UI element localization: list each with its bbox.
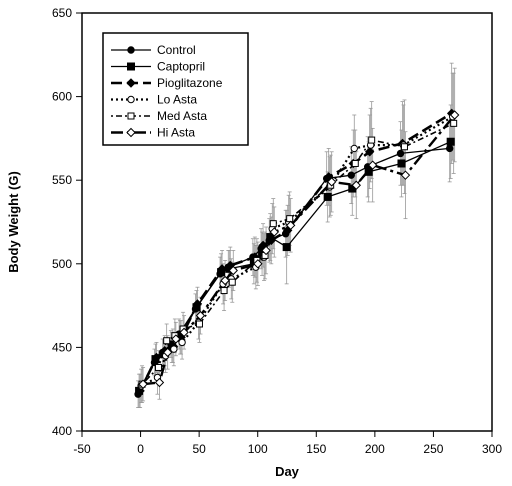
data-point [269, 220, 277, 228]
y-tick-label: 600 [52, 90, 72, 104]
legend-marker [127, 62, 135, 71]
y-tick-label: 450 [52, 340, 72, 354]
legend-marker [126, 127, 136, 138]
x-tick-label: 200 [365, 442, 385, 456]
data-point [351, 159, 359, 167]
data-point [285, 220, 296, 231]
data-point [446, 137, 455, 146]
data-point [217, 264, 227, 274]
data-point [450, 119, 458, 127]
data-point [400, 170, 411, 180]
legend-label: Lo Asta [157, 93, 197, 107]
data-point [449, 110, 460, 120]
data-point [151, 352, 162, 363]
y-tick-label: 400 [52, 424, 72, 438]
x-tick-label: 0 [137, 442, 144, 456]
data-point [367, 160, 378, 170]
data-point [171, 334, 181, 344]
series-line [141, 122, 455, 385]
y-tick-label: 650 [52, 6, 72, 20]
data-point [195, 320, 203, 328]
plot-area-frame [81, 12, 493, 432]
data-point [286, 215, 294, 223]
legend-marker [127, 112, 135, 120]
data-point [195, 310, 206, 321]
legend-label: Pioglitazone [157, 76, 223, 90]
y-tick-label: 550 [52, 173, 72, 187]
y-tick-label: 500 [52, 257, 72, 271]
data-point [178, 338, 186, 347]
x-axis: -50 0 50 100 150 200 250 300 [73, 431, 502, 456]
x-tick-label: 50 [192, 442, 206, 456]
y-axis-title: Body Weight (G) [6, 171, 21, 273]
data-point [162, 347, 173, 358]
data-point [170, 345, 178, 353]
x-tick-label: -50 [73, 442, 91, 456]
series-line [138, 112, 453, 392]
data-point [163, 337, 171, 345]
data-point [228, 265, 238, 276]
data-point [192, 299, 203, 309]
data-point [368, 136, 376, 144]
series-line [142, 114, 456, 386]
series-line [140, 115, 454, 387]
x-axis-title: Day [275, 464, 300, 479]
legend-box [102, 32, 249, 146]
data-point [261, 245, 271, 256]
data-point [396, 149, 405, 158]
data-point [269, 227, 279, 237]
data-point [350, 144, 358, 153]
legend-label: Captopril [157, 60, 205, 74]
legend-label: Hi Asta [157, 126, 195, 140]
legend-label: Med Asta [157, 109, 207, 123]
data-point [397, 159, 406, 168]
y-axis: 400 450 500 550 600 650 [52, 6, 82, 438]
data-point [351, 180, 361, 190]
legend-marker [127, 95, 135, 104]
legend-label: Control [157, 43, 196, 57]
data-point [364, 147, 375, 157]
data-point [253, 259, 263, 269]
data-point [228, 278, 236, 286]
x-tick-label: 300 [482, 442, 502, 456]
data-point [347, 171, 355, 179]
legend-marker [127, 46, 135, 54]
data-point [266, 235, 276, 246]
data-point [282, 243, 291, 252]
data-point [400, 143, 408, 151]
data-point [220, 275, 230, 286]
data-point [179, 327, 189, 338]
x-tick-label: 250 [423, 442, 443, 456]
legend: Control Captopril Pioglitazone Lo Asta Med A… [102, 32, 249, 146]
data-point [154, 377, 165, 388]
series-lines [137, 112, 456, 395]
data-point [326, 177, 337, 187]
data-point [220, 287, 228, 295]
data-point [445, 144, 454, 153]
data-point [138, 379, 148, 389]
x-tick-label: 100 [248, 442, 268, 456]
data-point [364, 167, 373, 176]
series-markers [134, 108, 460, 398]
legend-marker [126, 78, 136, 88]
series-line [138, 141, 451, 392]
data-point [323, 192, 332, 201]
x-tick-label: 150 [306, 442, 326, 456]
data-point [154, 363, 162, 371]
